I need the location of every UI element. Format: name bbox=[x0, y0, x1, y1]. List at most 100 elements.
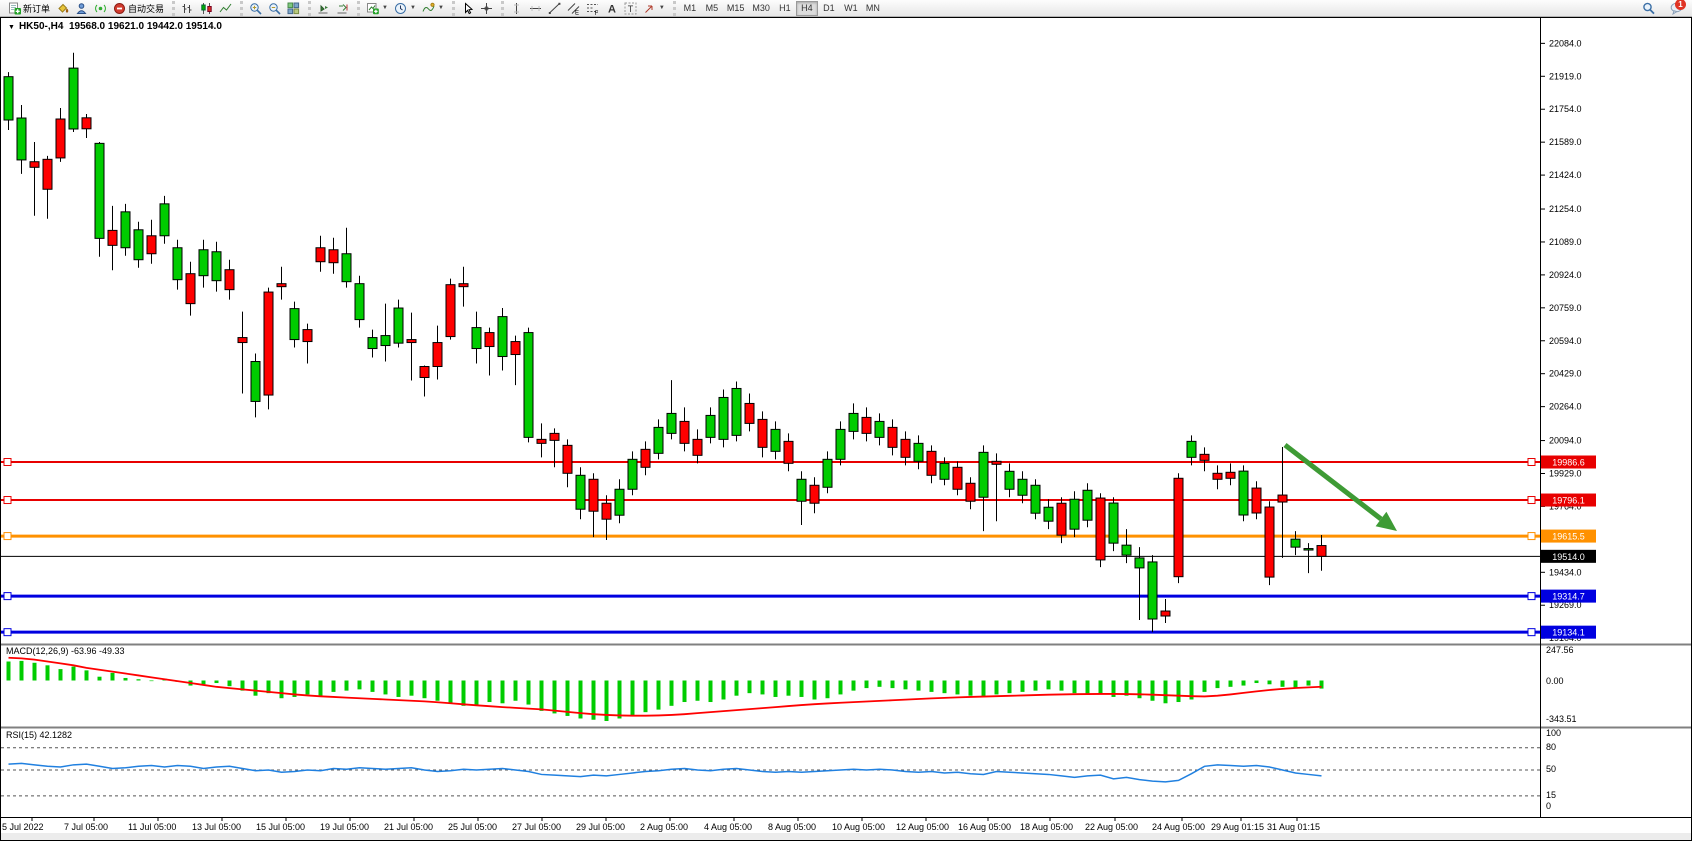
toolbar-signals-button[interactable] bbox=[91, 1, 110, 16]
toolbar-vertical-line-button[interactable] bbox=[507, 1, 526, 16]
timeframe-h1-button[interactable]: H1 bbox=[774, 1, 796, 16]
timeframe-m1-button[interactable]: M1 bbox=[679, 1, 701, 16]
toolbar-tile-windows-button[interactable] bbox=[284, 1, 303, 16]
autotrade-icon bbox=[113, 2, 126, 15]
candle-body bbox=[1108, 502, 1119, 544]
toolbar-profiles-button[interactable] bbox=[72, 1, 91, 16]
toolbar-bar-chart-mode-button[interactable] bbox=[178, 1, 197, 16]
toolbar-horizontal-line-button[interactable] bbox=[526, 1, 545, 16]
candle-body bbox=[133, 229, 144, 261]
candle-body bbox=[458, 283, 469, 288]
trend-arrow-shaft[interactable] bbox=[1283, 443, 1383, 521]
candle-body bbox=[926, 450, 937, 476]
candle-body bbox=[68, 67, 79, 130]
candle-body bbox=[705, 414, 716, 438]
hline-handle[interactable] bbox=[1527, 458, 1536, 466]
candle-body bbox=[1160, 610, 1171, 617]
timeframe-mn-button[interactable]: MN bbox=[862, 1, 884, 16]
time-tick-label: 21 Jul 05:00 bbox=[384, 822, 433, 832]
chevron-down-icon[interactable]: ▼ bbox=[658, 5, 665, 11]
macd-scale-label: 247.56 bbox=[1546, 645, 1574, 655]
candle-body bbox=[692, 438, 703, 456]
candle-body bbox=[146, 235, 157, 255]
rsi-line bbox=[8, 762, 1322, 783]
fibo-icon: F bbox=[586, 2, 599, 15]
toolbar-chart-colors-button[interactable] bbox=[53, 1, 72, 16]
candle-body bbox=[640, 448, 651, 468]
candle-body bbox=[484, 332, 495, 348]
timeframe-m5-button[interactable]: M5 bbox=[701, 1, 723, 16]
candlesticks bbox=[3, 52, 1327, 633]
toolbar-indicators-list-button[interactable]: ▼ bbox=[419, 1, 447, 16]
candle-body bbox=[679, 420, 690, 444]
chart-dropdown-icon[interactable]: ▼ bbox=[8, 24, 15, 31]
hline-handle[interactable] bbox=[3, 532, 12, 541]
toolbar-auto-trading-button[interactable]: 自动交易 bbox=[110, 1, 167, 16]
price-tick-label: 21919.0 bbox=[1549, 71, 1582, 81]
hline-handle[interactable] bbox=[1527, 496, 1536, 505]
toolbar-line-chart-mode-button[interactable] bbox=[216, 1, 235, 16]
hline-handle[interactable] bbox=[1527, 628, 1536, 637]
toolbar-auto-scroll-button[interactable] bbox=[314, 1, 333, 16]
price-tag-label: 19514.0 bbox=[1552, 552, 1585, 562]
toolbar-new-chart-button[interactable]: ▼ bbox=[363, 1, 391, 16]
timeframe-w1-button[interactable]: W1 bbox=[840, 1, 862, 16]
toolbar-new-order-button[interactable]: 新订单 bbox=[5, 1, 53, 16]
price-tick-label: 20429.0 bbox=[1549, 369, 1582, 379]
hline-handle[interactable] bbox=[3, 496, 12, 505]
timeframe-m15-button[interactable]: M15 bbox=[723, 1, 749, 16]
trend-arrow[interactable] bbox=[1283, 443, 1397, 531]
search-button[interactable] bbox=[1636, 1, 1655, 16]
candle-body bbox=[1277, 494, 1288, 503]
toolbar-text-button[interactable]: A bbox=[602, 1, 621, 16]
candle-body bbox=[1251, 487, 1262, 514]
toolbar-group bbox=[308, 0, 355, 16]
toolbar-candle-chart-mode-button[interactable] bbox=[197, 1, 216, 16]
time-tick-label: 12 Aug 05:00 bbox=[896, 822, 949, 832]
toolbar-zoom-out-button[interactable] bbox=[265, 1, 284, 16]
toolbar-periods-button[interactable]: ▼ bbox=[391, 1, 419, 16]
price-tag bbox=[1541, 493, 1596, 507]
candle-body bbox=[1043, 506, 1054, 522]
toolbar-crosshair-button[interactable] bbox=[477, 1, 496, 16]
toolbar-text-label-button[interactable]: T bbox=[621, 1, 640, 16]
hline-handle[interactable] bbox=[1527, 592, 1536, 601]
candle-body bbox=[1082, 489, 1093, 521]
toolbar-chart-shift-button[interactable] bbox=[333, 1, 352, 16]
candle-body bbox=[120, 211, 131, 249]
linechart-icon bbox=[219, 2, 232, 15]
horizontal-lines[interactable] bbox=[0, 458, 1540, 637]
time-tick-label: 7 Jul 05:00 bbox=[64, 822, 108, 832]
hline-handle[interactable] bbox=[1527, 532, 1536, 541]
toolbar-trendline-button[interactable] bbox=[545, 1, 564, 16]
clock-icon bbox=[394, 2, 407, 15]
chevron-down-icon[interactable]: ▼ bbox=[409, 5, 416, 11]
timeframe-m30-button[interactable]: M30 bbox=[748, 1, 774, 16]
toolbar-equidistant-channel-button[interactable]: E bbox=[564, 1, 583, 16]
time-tick-label: 22 Aug 05:00 bbox=[1085, 822, 1138, 832]
timeframe-d1-button[interactable]: D1 bbox=[818, 1, 840, 16]
candle-body bbox=[185, 273, 196, 305]
toolbar-fibonacci-button[interactable]: F bbox=[583, 1, 602, 16]
toolbar-zoom-in-button[interactable] bbox=[246, 1, 265, 16]
candle-body bbox=[328, 249, 339, 264]
hline-handle[interactable] bbox=[3, 458, 12, 466]
toolbar-arrows-tool-button[interactable]: ▼ bbox=[640, 1, 668, 16]
hline-handle[interactable] bbox=[3, 592, 12, 601]
price-tag-label: 19796.1 bbox=[1552, 496, 1585, 506]
candle-body bbox=[237, 337, 248, 344]
trend-arrow-head[interactable] bbox=[1375, 511, 1397, 531]
svg-text:F: F bbox=[594, 10, 598, 14]
trendline-icon bbox=[548, 2, 561, 15]
chevron-down-icon[interactable]: ▼ bbox=[437, 5, 444, 11]
hline-handle[interactable] bbox=[3, 628, 12, 637]
toolbar-group: E F A T ▼ bbox=[500, 0, 671, 16]
notifications-button[interactable]: 1 bbox=[1664, 0, 1686, 16]
bucket-icon bbox=[56, 2, 69, 15]
toolbar-auto-trading-label: 自动交易 bbox=[128, 3, 165, 14]
timeframe-h4-button[interactable]: H4 bbox=[795, 0, 818, 16]
chevron-down-icon[interactable]: ▼ bbox=[382, 5, 388, 11]
candle-body bbox=[302, 329, 313, 343]
toolbar-cursor-button[interactable] bbox=[458, 1, 477, 16]
